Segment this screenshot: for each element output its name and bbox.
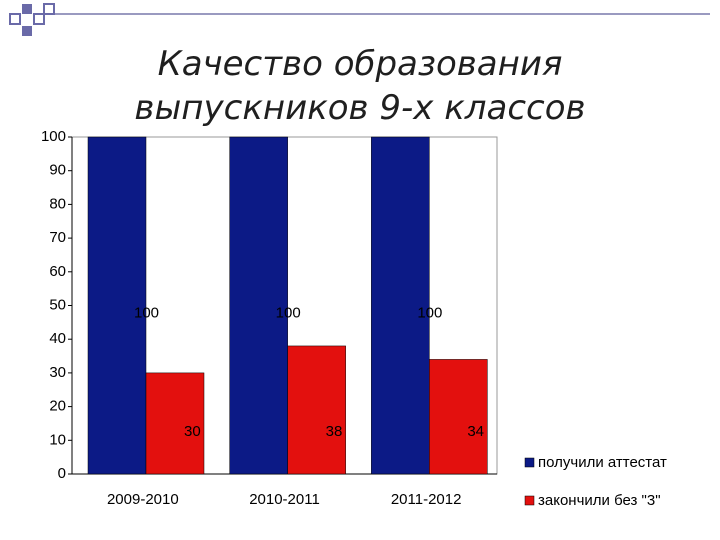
y-tick-label: 100 — [41, 128, 66, 145]
x-tick-label: 2010-2011 — [249, 491, 320, 508]
x-tick-label: 2009-2010 — [107, 491, 179, 508]
decor-square — [22, 26, 32, 36]
bar — [229, 136, 288, 475]
decor-square — [9, 13, 21, 25]
bar — [371, 136, 430, 475]
data-label: 30 — [184, 423, 201, 440]
y-tick-label: 70 — [49, 229, 66, 246]
data-label: 100 — [276, 304, 301, 321]
y-tick-label: 60 — [49, 263, 66, 280]
legend-swatch — [524, 457, 535, 468]
decor-square — [22, 4, 32, 14]
legend-label: получили аттестат — [538, 454, 667, 471]
bar — [87, 136, 147, 475]
y-tick-label: 10 — [49, 431, 66, 448]
y-tick-label: 30 — [49, 364, 66, 381]
legend-label: закончили без "3" — [538, 492, 661, 509]
y-tick-label: 20 — [49, 398, 66, 415]
bar — [429, 359, 488, 475]
y-tick-label: 0 — [58, 465, 66, 482]
decor-square — [33, 13, 45, 25]
decor-square — [43, 3, 55, 15]
y-tick-label: 80 — [49, 195, 66, 212]
data-label: 34 — [467, 423, 484, 440]
y-tick-label: 50 — [49, 296, 66, 313]
chart-title: Качество образования выпускников 9-х кла… — [134, 44, 586, 128]
data-label: 100 — [134, 304, 159, 321]
bar — [287, 345, 346, 475]
legend-swatch — [524, 495, 535, 506]
data-label: 100 — [417, 304, 442, 321]
data-label: 38 — [326, 423, 343, 440]
y-tick-label: 90 — [49, 162, 66, 179]
bar — [145, 372, 205, 475]
x-tick-label: 2011-2012 — [391, 491, 462, 508]
y-tick-label: 40 — [49, 330, 66, 347]
